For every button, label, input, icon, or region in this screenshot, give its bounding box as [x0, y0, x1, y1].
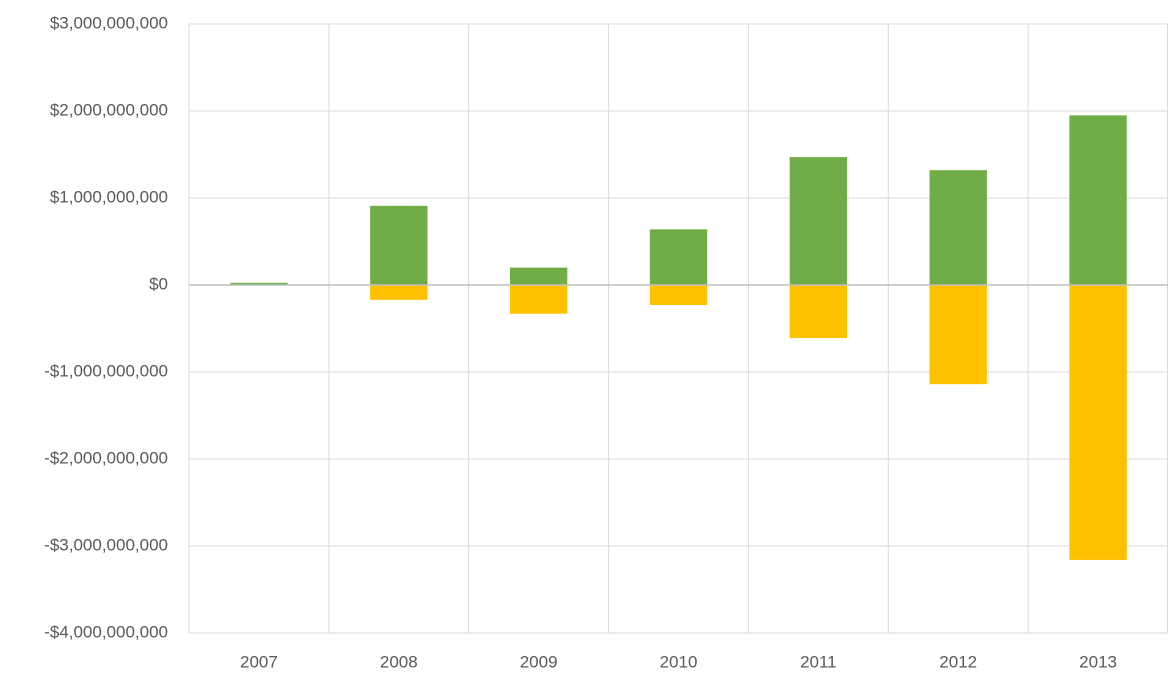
bar [789, 157, 848, 285]
y-tick-label: -$3,000,000,000 [44, 535, 168, 554]
y-tick-label: -$1,000,000,000 [44, 361, 168, 380]
x-tick-label: 2011 [800, 652, 837, 671]
bar [509, 267, 568, 285]
bar [649, 285, 708, 306]
x-tick-label: 2010 [660, 652, 698, 671]
x-tick-label: 2012 [939, 652, 977, 671]
y-tick-label: $2,000,000,000 [50, 100, 168, 119]
y-tick-label: -$4,000,000,000 [44, 622, 168, 641]
x-tick-label: 2009 [520, 652, 558, 671]
bar [649, 229, 708, 285]
y-tick-label: $0 [149, 274, 168, 293]
bar [370, 205, 428, 285]
x-tick-label: 2013 [1079, 652, 1117, 671]
bar [789, 285, 848, 339]
x-tick-label: 2008 [380, 652, 418, 671]
y-tick-label: -$2,000,000,000 [44, 448, 168, 467]
bar [230, 282, 288, 285]
y-tick-label: $1,000,000,000 [50, 187, 168, 206]
bar [509, 285, 568, 314]
x-tick-label: 2007 [240, 652, 278, 671]
bar [1069, 115, 1127, 285]
bar [929, 170, 987, 285]
bar [929, 285, 987, 385]
bar [1069, 285, 1127, 560]
bar [370, 285, 428, 300]
y-tick-label: $3,000,000,000 [50, 13, 168, 32]
